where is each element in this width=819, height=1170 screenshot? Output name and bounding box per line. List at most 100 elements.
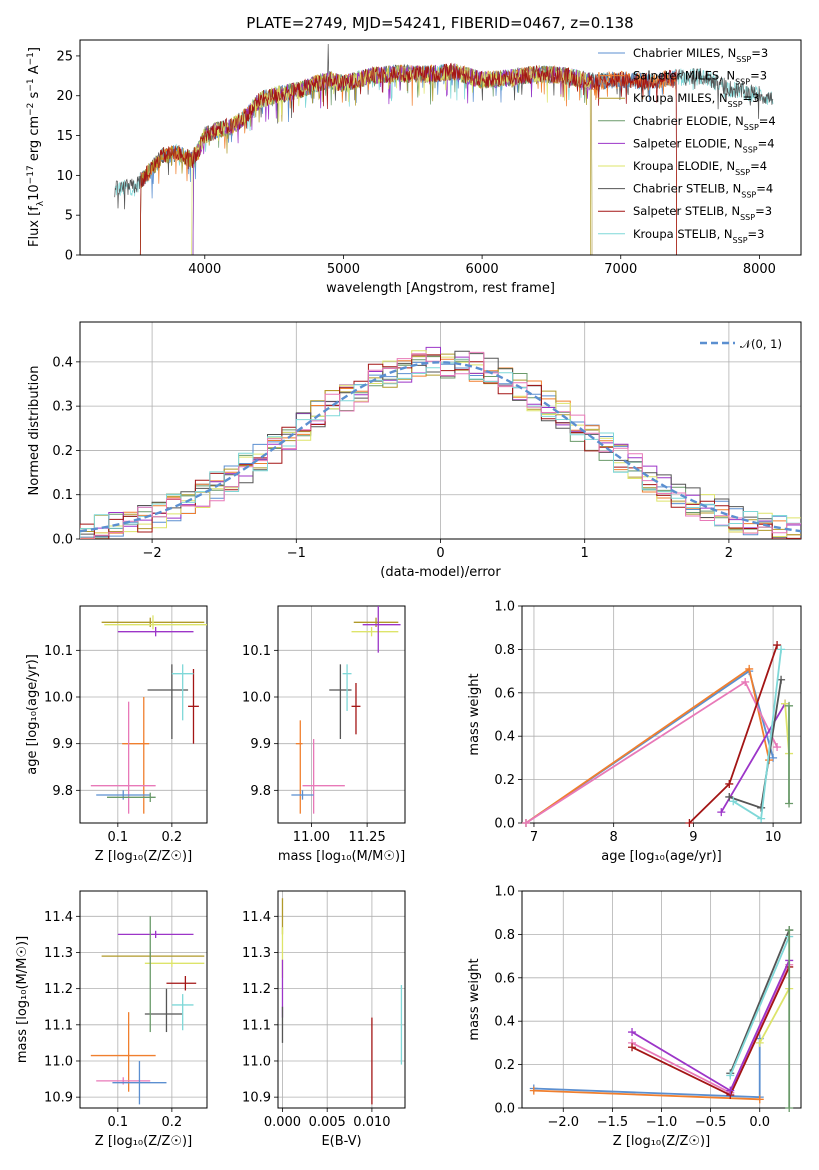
point-marker xyxy=(773,743,782,752)
point-marker xyxy=(785,1104,794,1112)
x-tick-label: −1.5 xyxy=(597,1115,629,1130)
x-tick-label: 1 xyxy=(581,546,589,561)
legend-rest: =3 xyxy=(755,204,772,218)
x-tick-label: 0.2 xyxy=(162,830,183,845)
residual-histogram-panel: −2 −1 0 1 2 0.0 0.1 0.2 0.3 0.4 (data-model)/error… xyxy=(27,321,802,580)
plot-area xyxy=(281,898,403,1105)
y-tick-label: 11.1 xyxy=(44,1018,73,1033)
mass-weight-vs-metallicity-panel: −2.0 −1.5 −1.0 −0.5 0.0 0.0 0.2 0.4 0.6 0.8 1.0 Z [… xyxy=(467,885,802,1149)
point-marker xyxy=(741,677,750,686)
y-axis-label: age [log₁₀(age/yr)] xyxy=(25,654,40,775)
plot-area xyxy=(529,926,794,1112)
y-axis-label: mass weight xyxy=(467,958,482,1040)
y-tick-label: 5 xyxy=(65,209,73,224)
point-marker xyxy=(745,664,754,673)
point-marker xyxy=(757,814,766,823)
x-tick-label: 0.010 xyxy=(353,1115,390,1130)
label-part: A xyxy=(27,65,42,78)
y-tick-label: 9.8 xyxy=(250,784,271,799)
plot-area xyxy=(90,615,207,814)
y-tick-label: 1.0 xyxy=(494,885,515,900)
label-part: s xyxy=(27,91,42,102)
y-tick-label: 10.1 xyxy=(44,644,73,659)
label-part: erg cm xyxy=(27,116,42,165)
point-marker xyxy=(785,701,794,710)
point-marker xyxy=(755,1038,764,1047)
y-tick-label: 10.9 xyxy=(44,1091,73,1106)
x-axis-label: Z [log₁₀(Z/Z☉)] xyxy=(613,1134,710,1149)
x-tick-label: 11.25 xyxy=(349,830,386,845)
x-axis-label: Z [log₁₀(Z/Z☉)] xyxy=(95,1134,192,1149)
legend-sub: SSP xyxy=(733,235,748,244)
legend-rest: =4 xyxy=(758,136,775,150)
y-tick-label: 15 xyxy=(56,129,73,144)
x-axis-label: (data-model)/error xyxy=(380,565,501,580)
y-tick-label: 0.8 xyxy=(494,643,515,658)
label-part: 10 xyxy=(27,184,42,201)
x-tick-label: 7000 xyxy=(604,262,637,277)
legend-rest: =3 xyxy=(751,46,768,60)
x-axis-label: E(B-V) xyxy=(321,1134,361,1149)
point-marker xyxy=(785,926,794,935)
label-part: ] xyxy=(27,47,42,52)
legend-rest: =3 xyxy=(743,91,760,105)
y-tick-label: 11.4 xyxy=(242,910,271,925)
x-axis-label: mass [log₁₀(M/M☉)] xyxy=(278,849,405,864)
legend-sub: SSP xyxy=(728,100,743,109)
y-tick-label: 11.0 xyxy=(242,1054,271,1069)
y-tick-label: 0.4 xyxy=(494,730,515,745)
x-tick-label: 0.005 xyxy=(309,1115,346,1130)
point-marker xyxy=(725,779,734,788)
point-marker xyxy=(785,799,794,808)
mass-weight-vs-age-panel: 7 8 9 10 0.0 0.2 0.4 0.6 0.8 1.0 age [log₁₀(age/yr… xyxy=(467,600,802,864)
x-tick-label: 4000 xyxy=(188,262,221,277)
x-tick-label: −2 xyxy=(143,546,162,561)
legend-label: Chabrier STELIB, NSSP=4 xyxy=(633,182,773,200)
y-tick-label: 0.6 xyxy=(494,686,515,701)
y-tick-label: 0.0 xyxy=(494,1102,515,1117)
point-marker xyxy=(725,792,734,801)
x-tick-label: 8000 xyxy=(743,262,776,277)
histogram-step xyxy=(80,351,801,539)
axes-frame xyxy=(277,890,406,1109)
point-marker xyxy=(777,645,786,654)
y-tick-label: 0.3 xyxy=(52,400,73,415)
y-tick-label: 0.0 xyxy=(494,817,515,832)
label-sup: −17 xyxy=(26,165,36,184)
y-tick-label: 0.2 xyxy=(494,773,515,788)
x-tick-label: 11.00 xyxy=(293,830,330,845)
y-tick-label: 10.0 xyxy=(44,691,73,706)
label-sup: −2 xyxy=(26,103,36,116)
legend-sub: SSP xyxy=(735,77,750,86)
legend-sub: SSP xyxy=(736,55,751,64)
x-axis-label: wavelength [Angstrom, rest frame] xyxy=(326,281,555,296)
y-axis-label: Flux [fλ10−17 erg cm−2 s−1 A−1] xyxy=(26,47,46,247)
age-vs-metallicity-panel: 0.1 0.2 9.8 9.9 10.0 10.1 Z [log₁₀(Z/Z☉)] age [… xyxy=(25,605,208,864)
axes-frame xyxy=(277,605,406,824)
y-tick-label: 11.3 xyxy=(242,946,271,961)
legend-label: Salpeter MILES, NSSP=3 xyxy=(633,69,767,87)
label-sub: λ xyxy=(36,200,46,206)
legend-sub: SSP xyxy=(744,122,759,131)
y-tick-label: 11.4 xyxy=(44,910,73,925)
y-tick-label: 0 xyxy=(65,249,73,264)
axes-frame xyxy=(79,605,208,824)
x-axis-label: Z [log₁₀(Z/Z☉)] xyxy=(95,849,192,864)
point-marker xyxy=(729,797,738,806)
point-marker xyxy=(773,641,782,650)
x-tick-label: −1 xyxy=(287,546,306,561)
y-tick-label: 11.0 xyxy=(44,1054,73,1069)
point-marker xyxy=(628,1043,637,1052)
point-marker xyxy=(755,1095,764,1104)
y-axis-label: Normed distribution xyxy=(27,366,42,496)
legend-label: Kroupa ELODIE, NSSP=4 xyxy=(633,159,767,177)
x-tick-label: 2 xyxy=(725,546,733,561)
legend-rest: =4 xyxy=(756,182,773,196)
label-sup: −1 xyxy=(26,52,36,65)
legend-rest: =4 xyxy=(759,114,776,128)
plot-area xyxy=(90,916,205,1105)
y-tick-label: 1.0 xyxy=(494,600,515,615)
y-tick-label: 9.9 xyxy=(250,737,271,752)
mass-weight-line xyxy=(758,988,790,1044)
